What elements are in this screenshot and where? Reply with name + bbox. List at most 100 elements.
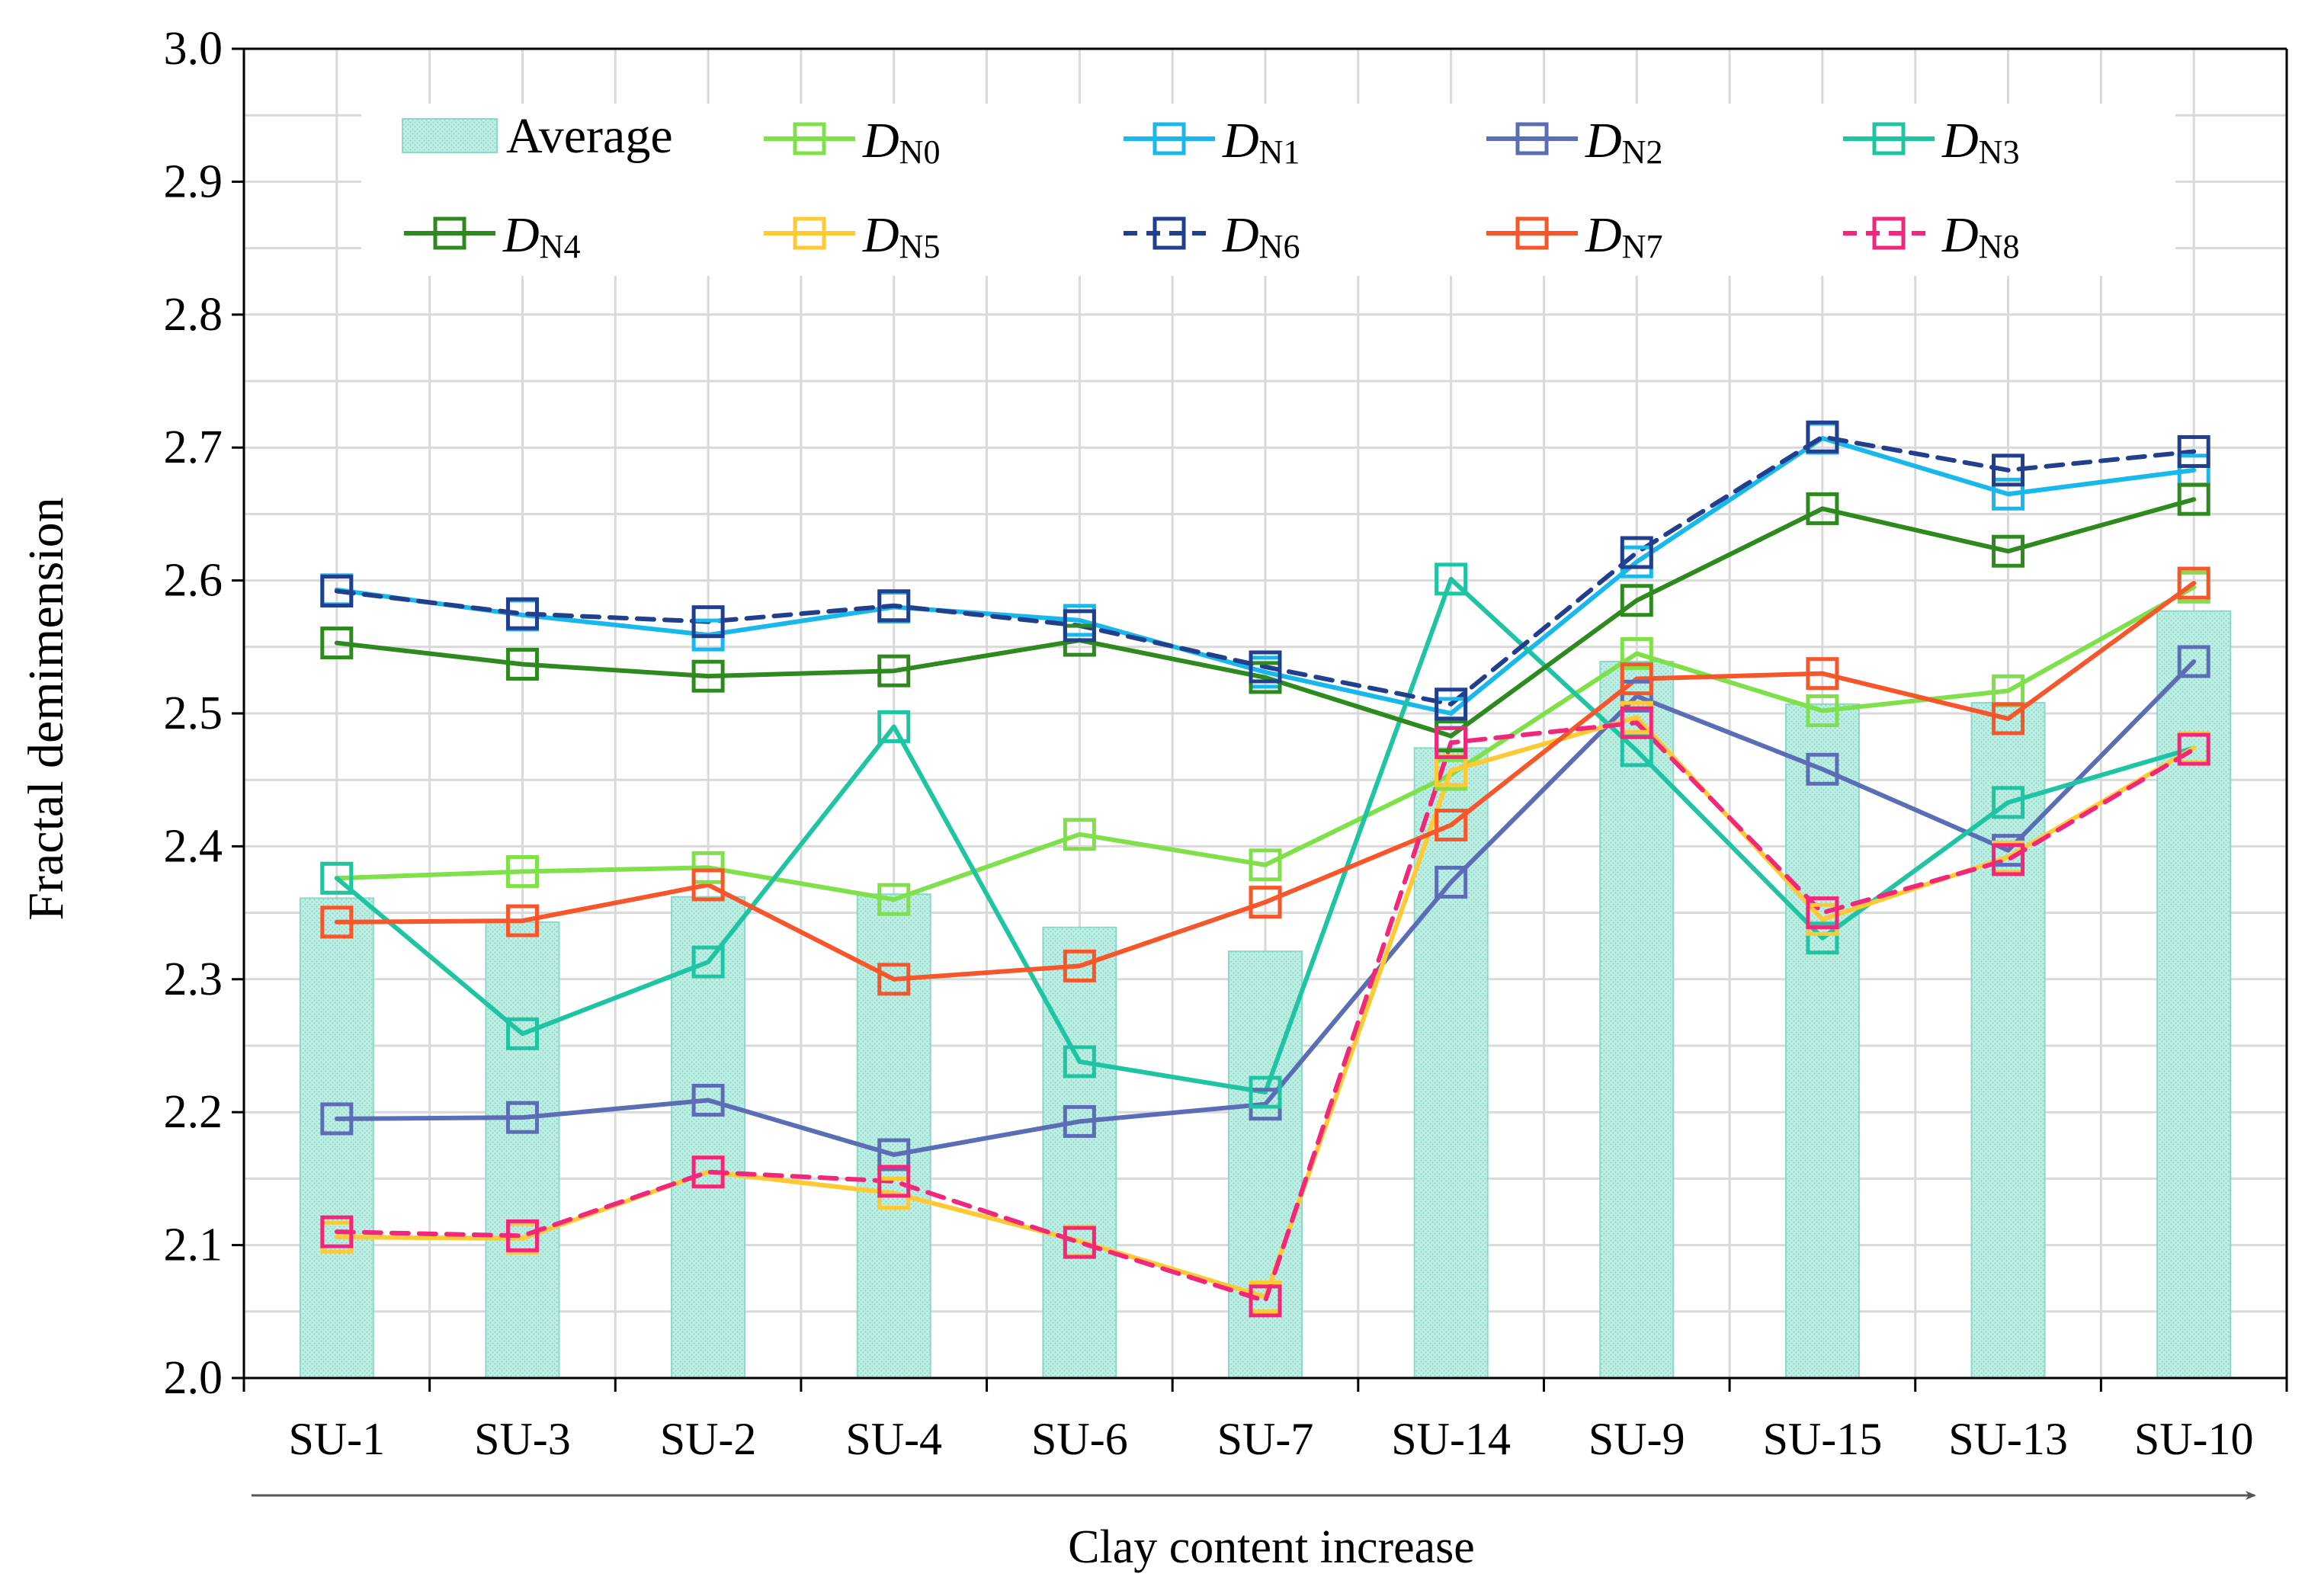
marker-n8 [691, 1155, 725, 1189]
legend-marker-n2 [1515, 122, 1549, 155]
marker-n3 [1435, 562, 1468, 596]
marker-n7 [1249, 886, 1282, 919]
average-bar [1042, 926, 1117, 1380]
average-bar [1413, 747, 1489, 1379]
marker-n2 [2177, 645, 2210, 678]
x-tick-label: SU-14 [1391, 1414, 1511, 1464]
marker-n7 [320, 905, 354, 939]
legend-average-label: Average [506, 108, 673, 164]
marker-n6 [1806, 420, 1839, 453]
legend-subscript: N2 [1622, 133, 1663, 171]
series-lines [334, 434, 2197, 1303]
marker-n3 [320, 861, 354, 895]
marker-n7 [2177, 566, 2210, 600]
legend-average-swatch [402, 118, 498, 153]
legend-marker-n7 [1515, 216, 1549, 250]
series-line-n4 [334, 497, 2197, 739]
y-tick-label: 2.3 [164, 953, 223, 1005]
marker-n2 [320, 1102, 354, 1136]
marker-n0 [1806, 694, 1839, 728]
marker-n8 [1992, 843, 2025, 877]
legend-subscript: N6 [1259, 228, 1300, 265]
marker-n7 [877, 963, 911, 996]
marker-n7 [1992, 702, 2025, 736]
average-bar [856, 893, 931, 1379]
marker-n3 [1249, 1075, 1282, 1109]
y-tick-label: 2.8 [164, 289, 223, 341]
marker-n3 [1063, 1045, 1096, 1078]
marker-n2 [1620, 679, 1653, 713]
x-tick-label: SU-1 [288, 1414, 385, 1464]
marker-n2 [1806, 752, 1839, 786]
axes [232, 47, 2288, 1392]
average-bar [1599, 660, 1675, 1379]
y-tick-labels: 2.0 2.1 2.2 2.3 2.4 2.5 2.6 2.7 2.8 2.9 3.0 [164, 23, 223, 1404]
marker-n4 [320, 627, 354, 660]
legend-subscript: N5 [899, 228, 941, 265]
marker-n8 [505, 1219, 539, 1252]
marker-n4 [1806, 492, 1839, 525]
series-line-n2 [334, 659, 2197, 1158]
series-line-n1 [334, 435, 2197, 716]
x-axis-label: Clay content increase [1068, 1521, 1475, 1573]
marker-n0 [1620, 637, 1653, 671]
legend-subscript: N0 [899, 133, 941, 171]
marker-n8 [320, 1215, 354, 1248]
marker-n8 [2177, 732, 2210, 766]
x-tick-label: SU-15 [1763, 1414, 1883, 1464]
marker-n8 [1620, 706, 1653, 739]
marker-n3 [691, 945, 725, 979]
marker-n4 [505, 647, 539, 681]
y-tick-label: 2.5 [164, 687, 223, 739]
marker-n6 [320, 575, 354, 608]
marker-n2 [691, 1084, 725, 1117]
marker-n3 [505, 1017, 539, 1050]
marker-n4 [1620, 584, 1653, 617]
legend-subscript: N8 [1979, 228, 2020, 265]
x-tick-label: SU-3 [474, 1414, 571, 1464]
marker-n7 [505, 904, 539, 937]
marker-n6 [2177, 434, 2210, 468]
marker-n0 [1249, 848, 1282, 882]
legend-marker-n3 [1872, 122, 1906, 155]
marker-n6 [877, 589, 911, 623]
marker-n2 [877, 1138, 911, 1171]
legend-marker-n8 [1872, 216, 1906, 250]
marker-n7 [691, 868, 725, 902]
average-bar [671, 896, 746, 1379]
marker-n8 [1806, 896, 1839, 930]
average-bar [299, 897, 374, 1379]
average-bar [2156, 610, 2232, 1379]
marker-n7 [1806, 657, 1839, 691]
legend-marker-n1 [1152, 122, 1186, 155]
marker-n6 [1063, 609, 1096, 643]
marker-n6 [1249, 650, 1282, 684]
marker-n2 [1435, 865, 1468, 899]
marker-n3 [1992, 786, 2025, 819]
marker-n7 [1435, 808, 1468, 841]
x-tick-label: SU-9 [1588, 1414, 1685, 1464]
marker-n0 [877, 883, 911, 916]
legend-subscript: N3 [1979, 133, 2020, 171]
marker-n6 [1992, 453, 2025, 487]
marker-n2 [505, 1101, 539, 1134]
marker-n0 [505, 855, 539, 889]
y-tick-label: 2.9 [164, 155, 223, 207]
series-line-n8 [334, 720, 2197, 1303]
series-line-n7 [334, 581, 2197, 982]
marker-n4 [2177, 482, 2210, 516]
marker-n7 [1063, 949, 1096, 982]
marker-n3 [877, 710, 911, 743]
x-tick-label: SU-6 [1031, 1414, 1128, 1464]
legend-subscript: N1 [1259, 133, 1300, 171]
x-tick-label: SU-13 [1948, 1414, 2068, 1464]
y-tick-label: 2.2 [164, 1086, 223, 1138]
y-tick-label: 2.4 [164, 820, 223, 872]
legend-marker-n4 [433, 216, 466, 250]
marker-n8 [1249, 1284, 1282, 1318]
legend-subscript: N7 [1622, 228, 1663, 265]
marker-n2 [1063, 1104, 1096, 1138]
legend-marker-n6 [1152, 216, 1186, 250]
y-tick-label: 2.7 [164, 421, 223, 473]
